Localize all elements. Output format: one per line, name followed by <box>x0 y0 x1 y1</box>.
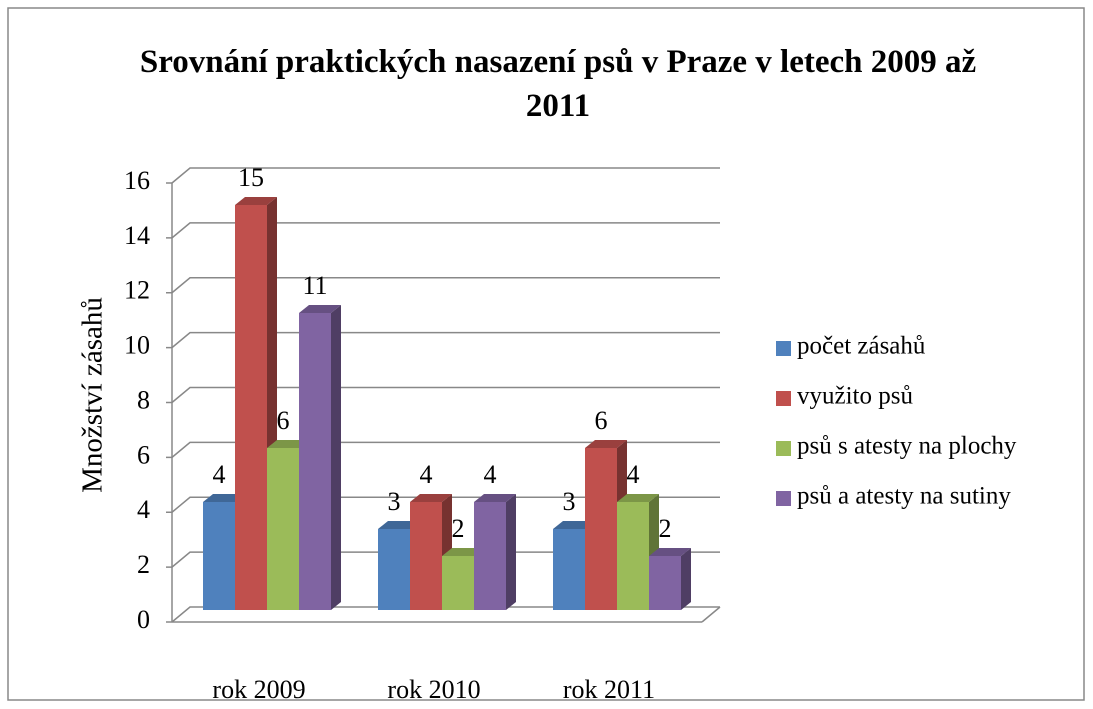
bar-top <box>203 494 245 502</box>
data-label: 2 <box>659 514 672 543</box>
bar <box>299 305 341 610</box>
data-label: 3 <box>563 487 576 516</box>
y-tick-label: 8 <box>137 385 150 414</box>
y-tick-label: 14 <box>124 221 150 250</box>
bar-top <box>442 548 484 556</box>
data-label: 3 <box>388 487 401 516</box>
y-axis-label: Množství zásahů <box>77 297 109 493</box>
bar <box>649 548 691 610</box>
legend-label: psů s atesty na plochy <box>797 433 1017 460</box>
x-tick-label: rok 2010 <box>387 675 480 704</box>
bar-front <box>267 448 299 610</box>
bar-front <box>617 502 649 610</box>
legend-label: využito psů <box>797 383 913 410</box>
legend-swatch <box>776 341 791 356</box>
bar-side <box>681 548 691 610</box>
bar-top <box>474 494 516 502</box>
bar-top <box>235 197 277 205</box>
grid-line <box>171 167 720 184</box>
bar-top <box>378 521 420 529</box>
grid-line <box>171 551 720 568</box>
grid-line <box>171 496 720 513</box>
grid-line <box>171 606 720 623</box>
bar-top <box>553 521 595 529</box>
y-tick-label: 16 <box>124 166 150 195</box>
data-label: 2 <box>452 514 465 543</box>
bar-front <box>649 556 681 610</box>
bar-front <box>235 205 267 610</box>
data-label: 4 <box>627 460 640 489</box>
legend-label: počet zásahů <box>797 333 926 360</box>
grid-line <box>171 386 720 404</box>
bar <box>585 440 627 610</box>
grid-line <box>171 222 720 239</box>
data-label: 4 <box>484 460 497 489</box>
bar-top <box>267 440 309 448</box>
data-label: 11 <box>302 271 327 300</box>
chart-title: Srovnání praktických nasazení psů v Praz… <box>139 44 977 124</box>
bar-top <box>410 494 452 502</box>
bar-front <box>442 556 474 610</box>
grid-line <box>171 277 720 294</box>
bar <box>474 494 516 610</box>
data-label: 15 <box>238 163 264 192</box>
floor-right <box>701 606 721 623</box>
data-label: 6 <box>277 406 290 435</box>
bar-front <box>585 448 617 610</box>
bar-top <box>617 494 659 502</box>
bar-top <box>299 305 341 313</box>
bar-front <box>299 313 331 610</box>
bar-side <box>506 494 516 610</box>
bar-front <box>474 502 506 610</box>
bar-side <box>331 305 341 610</box>
y-tick-label: 12 <box>124 276 150 305</box>
y-tick-label: 2 <box>137 550 150 579</box>
grid-line <box>171 441 720 458</box>
bar-front <box>553 529 585 610</box>
legend-swatch <box>776 491 791 506</box>
data-label: 4 <box>213 460 226 489</box>
bar-top <box>649 548 691 556</box>
x-tick-label: rok 2011 <box>563 675 655 704</box>
chart-frame <box>7 7 1085 701</box>
legend-label: psů a atesty na sutiny <box>797 483 1011 510</box>
x-tick-label: rok 2009 <box>212 675 305 704</box>
y-tick-label: 6 <box>137 440 150 469</box>
bar-front <box>410 502 442 610</box>
grid-line <box>171 331 720 349</box>
y-tick-label: 0 <box>137 605 150 634</box>
bar-front <box>378 529 410 610</box>
data-label: 4 <box>420 460 433 489</box>
data-label: 6 <box>595 406 608 435</box>
y-tick-label: 4 <box>137 495 150 524</box>
y-tick-label: 10 <box>124 331 150 360</box>
legend-swatch <box>776 391 791 406</box>
bar-top <box>585 440 627 448</box>
bar-front <box>203 502 235 610</box>
legend-swatch <box>776 441 791 456</box>
